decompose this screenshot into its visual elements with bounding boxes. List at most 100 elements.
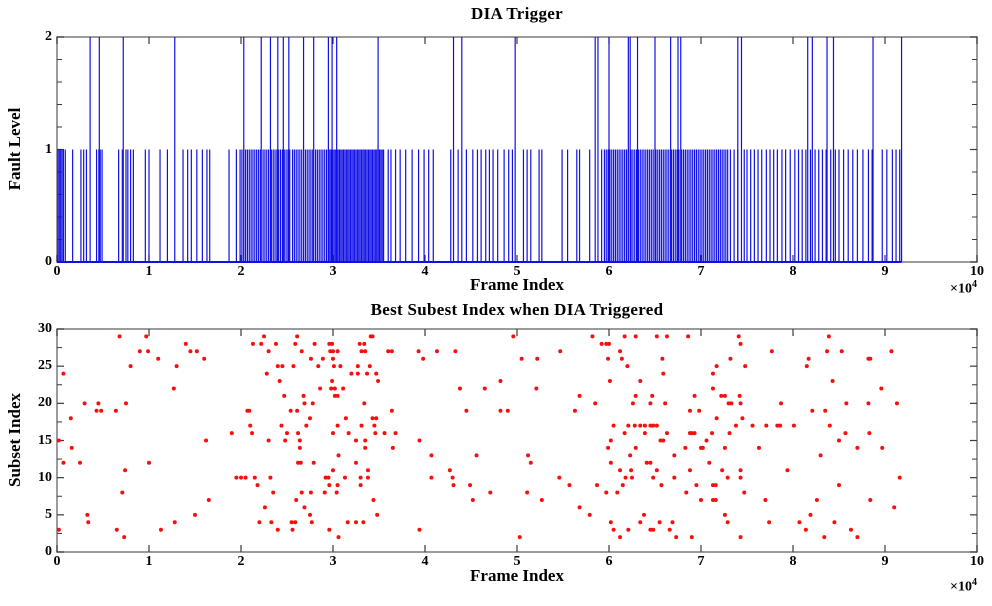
scatter-point bbox=[622, 431, 627, 436]
scatter-point bbox=[296, 460, 301, 465]
scatter-point bbox=[172, 520, 177, 525]
scatter-point bbox=[289, 520, 294, 525]
scatter-point bbox=[330, 379, 335, 384]
scatter-point bbox=[389, 408, 394, 413]
scatter-point bbox=[362, 401, 367, 406]
scatter-point bbox=[526, 453, 531, 458]
scatter-point bbox=[710, 371, 715, 376]
scatter-point bbox=[326, 475, 331, 480]
y-tick-label: 2 bbox=[45, 29, 52, 44]
scatter-point bbox=[273, 341, 278, 346]
scatter-point bbox=[450, 475, 455, 480]
scatter-point bbox=[293, 520, 298, 525]
scatter-point bbox=[511, 334, 516, 339]
top-chart-xlabel: Frame Index bbox=[470, 275, 564, 294]
scatter-point bbox=[328, 349, 333, 354]
x-tick-label: 8 bbox=[789, 554, 797, 569]
scatter-point bbox=[183, 341, 188, 346]
scatter-point bbox=[618, 349, 623, 354]
scatter-point bbox=[611, 423, 616, 428]
scatter-point bbox=[778, 423, 783, 428]
y-tick-label: 15 bbox=[38, 432, 52, 448]
scatter-point bbox=[848, 527, 853, 532]
scatter-point bbox=[525, 490, 530, 495]
scatter-point bbox=[299, 490, 304, 495]
scatter-point bbox=[295, 408, 300, 413]
x-tick-label: 2 bbox=[237, 554, 245, 569]
scatter-point bbox=[468, 483, 473, 488]
bottom-chart-plot-area bbox=[56, 328, 978, 553]
scatter-point bbox=[658, 438, 663, 443]
scatter-point bbox=[779, 401, 784, 406]
scatter-point bbox=[628, 453, 633, 458]
scatter-point bbox=[128, 364, 133, 369]
scatter-point bbox=[61, 460, 66, 465]
scatter-point bbox=[648, 460, 653, 465]
scatter-point bbox=[346, 431, 351, 436]
scatter-point bbox=[330, 341, 335, 346]
scatter-point bbox=[335, 349, 340, 354]
scatter-point bbox=[323, 475, 328, 480]
scatter-point bbox=[855, 535, 860, 540]
scatter-point bbox=[357, 341, 362, 346]
scatter-point bbox=[194, 349, 199, 354]
scatter-point bbox=[722, 512, 727, 517]
scatter-point bbox=[684, 490, 689, 495]
scatter-point bbox=[638, 520, 643, 525]
scatter-point bbox=[301, 393, 306, 398]
x-tick-label: 5 bbox=[513, 554, 521, 569]
scatter-point bbox=[892, 505, 897, 510]
scatter-point bbox=[193, 512, 197, 517]
scatter-point bbox=[814, 497, 819, 502]
scatter-point bbox=[620, 483, 625, 488]
scatter-point bbox=[234, 475, 239, 480]
scatter-point bbox=[633, 445, 638, 450]
scatter-point bbox=[96, 401, 101, 406]
scatter-point bbox=[659, 483, 664, 488]
scatter-point bbox=[827, 423, 832, 428]
scatter-point bbox=[288, 408, 293, 413]
scatter-point bbox=[243, 475, 248, 480]
scatter-point bbox=[373, 431, 378, 436]
scatter-point bbox=[632, 423, 637, 428]
scatter-point bbox=[338, 364, 343, 369]
scatter-point bbox=[750, 423, 755, 428]
scatter-point bbox=[332, 386, 337, 391]
scatter-point bbox=[572, 408, 577, 413]
scatter-point bbox=[604, 490, 609, 495]
y-tick-label: 1 bbox=[45, 141, 52, 157]
scatter-point bbox=[349, 371, 354, 376]
scatter-point bbox=[595, 483, 600, 488]
scatter-point bbox=[269, 520, 274, 525]
x-tick-label: 4 bbox=[421, 554, 429, 569]
scatter-point bbox=[868, 356, 873, 361]
x-tick-label: 1 bbox=[145, 554, 153, 569]
fault-level-1 bbox=[57, 149, 901, 262]
scatter-points bbox=[56, 334, 902, 540]
x-tick-label: 7 bbox=[697, 264, 705, 279]
scatter-point bbox=[158, 527, 163, 532]
x-tick-label: 2 bbox=[237, 264, 245, 279]
scatter-point bbox=[837, 438, 841, 443]
scatter-point bbox=[311, 460, 316, 465]
scatter-point bbox=[137, 349, 142, 354]
scatter-point bbox=[608, 438, 613, 443]
scatter-point bbox=[331, 468, 335, 473]
scatter-point bbox=[68, 416, 73, 421]
x-tick-label: 3 bbox=[329, 264, 337, 279]
scatter-point bbox=[606, 445, 611, 450]
scatter-point bbox=[607, 379, 612, 384]
scatter-point bbox=[593, 401, 598, 406]
scatter-point bbox=[683, 445, 688, 450]
scatter-point bbox=[358, 483, 363, 488]
scatter-point bbox=[534, 386, 539, 391]
scatter-point bbox=[687, 468, 692, 473]
scatter-point bbox=[657, 520, 662, 525]
scatter-point bbox=[654, 423, 659, 428]
scatter-point bbox=[722, 445, 727, 450]
scatter-point bbox=[146, 349, 151, 354]
scatter-point bbox=[297, 438, 302, 443]
scatter-point bbox=[618, 468, 623, 473]
x-tick-label: 8 bbox=[789, 264, 797, 279]
scatter-point bbox=[318, 386, 323, 391]
